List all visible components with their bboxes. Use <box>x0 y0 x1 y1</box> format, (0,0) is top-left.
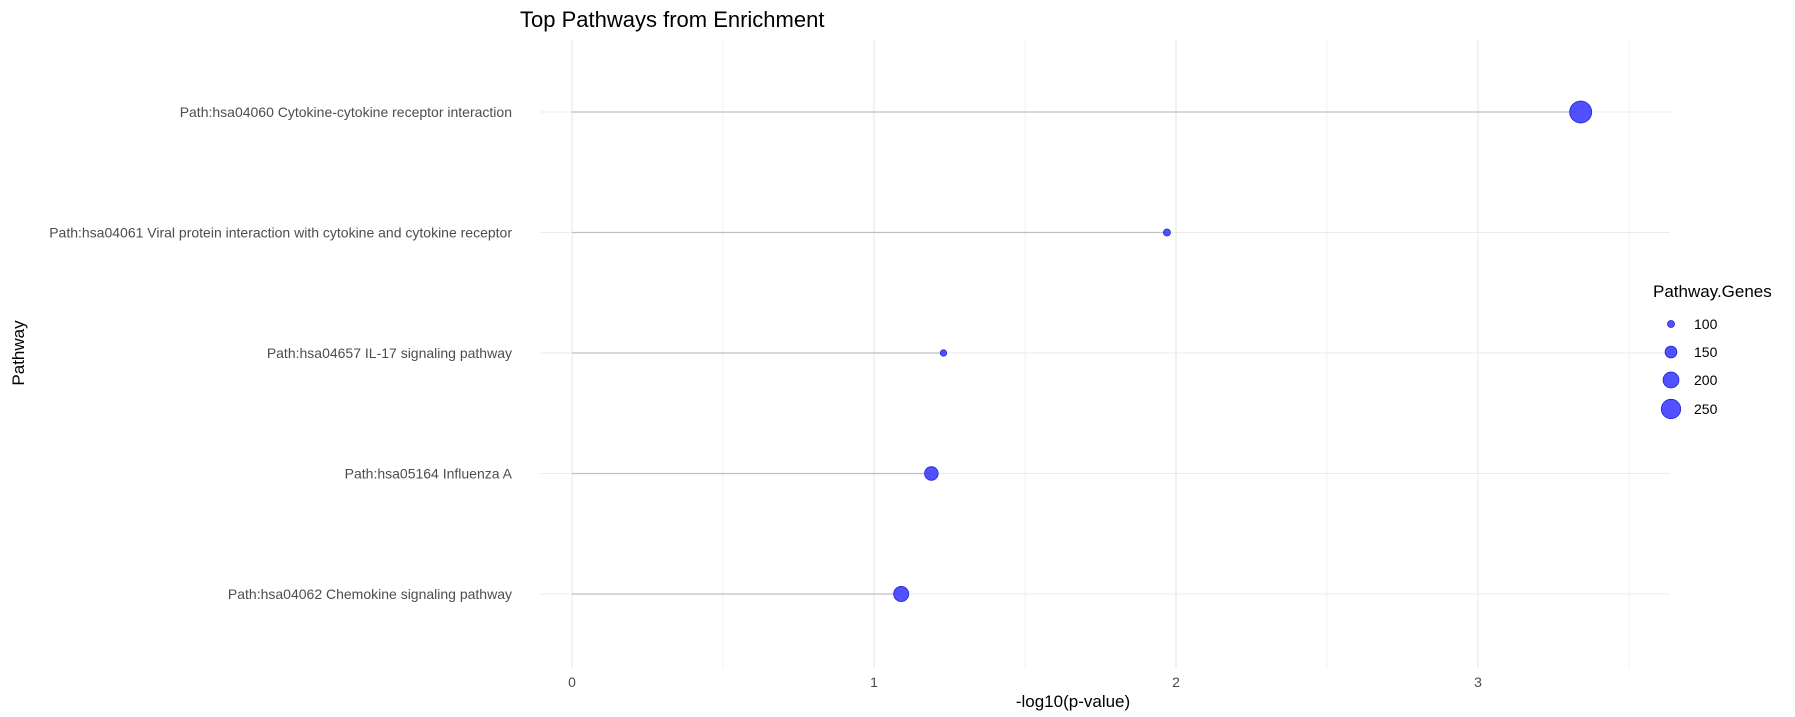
x-tick-label: 2 <box>1172 674 1180 690</box>
legend-title: Pathway.Genes <box>1653 282 1772 301</box>
y-axis-tick-labels: Path:hsa04060 Cytokine-cytokine receptor… <box>49 104 512 602</box>
legend: Pathway.Genes 100 150 200 250 <box>1653 282 1772 420</box>
y-tick-label: Path:hsa05164 Influenza A <box>345 466 513 482</box>
y-tick-label: Path:hsa04061 Viral protein interaction … <box>49 225 512 241</box>
data-point <box>939 349 948 357</box>
legend-label: 150 <box>1694 344 1718 360</box>
y-tick-label: Path:hsa04657 IL-17 signaling pathway <box>267 345 512 361</box>
chart-title: Top Pathways from Enrichment <box>520 7 824 32</box>
x-axis-tick-labels: 0 1 2 3 <box>568 674 1482 690</box>
legend-key <box>1664 345 1678 359</box>
data-point <box>1569 100 1593 124</box>
legend-key <box>1662 371 1680 389</box>
legend-key <box>1660 398 1682 420</box>
grid <box>540 40 1670 668</box>
lollipop-segments <box>572 111 1581 595</box>
x-tick-label: 3 <box>1474 674 1482 690</box>
data-point <box>924 466 939 481</box>
y-axis-title: Pathway <box>9 320 28 386</box>
legend-label: 250 <box>1694 401 1718 417</box>
x-tick-label: 1 <box>870 674 878 690</box>
data-points <box>893 100 1593 602</box>
data-point <box>893 586 910 602</box>
x-axis-title: -log10(p-value) <box>1016 692 1130 711</box>
y-tick-label: Path:hsa04060 Cytokine-cytokine receptor… <box>180 104 512 120</box>
x-tick-label: 0 <box>568 674 576 690</box>
data-point <box>1163 228 1171 237</box>
y-tick-label: Path:hsa04062 Chemokine signaling pathwa… <box>228 586 512 602</box>
legend-label: 200 <box>1694 372 1718 388</box>
legend-label: 100 <box>1694 316 1718 332</box>
legend-key <box>1667 320 1675 328</box>
